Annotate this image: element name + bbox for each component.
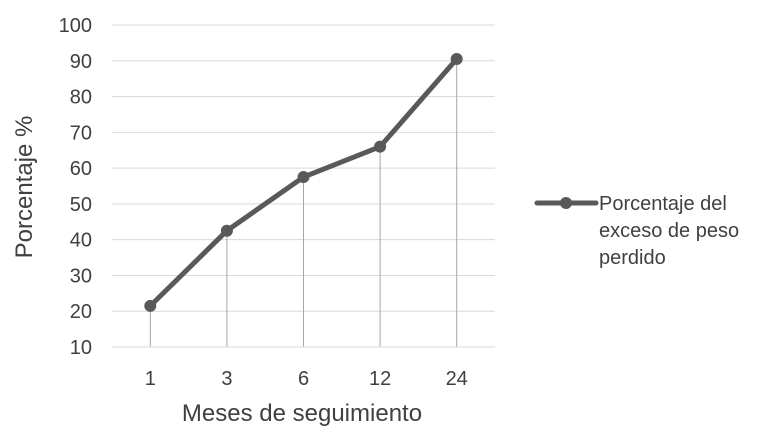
y-tick-label: 20	[70, 301, 92, 323]
data-point	[450, 52, 463, 65]
series-layer	[144, 52, 463, 312]
y-tick-label: 40	[70, 230, 92, 252]
y-tick-label: 70	[70, 122, 92, 144]
legend-label-line-2: exceso de peso	[599, 220, 739, 242]
x-tick-label: 12	[369, 368, 391, 390]
legend: Porcentaje del exceso de peso perdido	[534, 193, 745, 269]
drop-lines	[149, 58, 458, 347]
legend-label-line-1: Porcentaje del	[599, 193, 727, 215]
data-point	[374, 140, 387, 153]
gridlines	[112, 24, 495, 312]
data-point	[297, 171, 310, 184]
y-axis-tick-labels: 10 20 30 40 50 60 70 80 90 100	[59, 15, 92, 359]
data-point	[220, 224, 233, 237]
legend-label: Porcentaje del exceso de peso perdido	[599, 193, 745, 269]
y-axis-title: Porcentaje %	[11, 116, 38, 259]
y-tick-label: 50	[70, 194, 92, 216]
y-tick-label: 30	[70, 265, 92, 287]
data-point	[144, 299, 157, 312]
legend-label-line-3: perdido	[599, 247, 666, 269]
y-tick-label: 90	[70, 51, 92, 73]
x-axis-tick-labels: 1 3 6 12 24	[145, 368, 468, 390]
x-axis-title: Meses de seguimiento	[182, 400, 422, 427]
x-tick-label: 1	[145, 368, 156, 390]
y-tick-label: 60	[70, 158, 92, 180]
legend-marker	[560, 197, 572, 209]
y-tick-label: 80	[70, 87, 92, 109]
y-tick-label: 100	[59, 15, 92, 37]
x-tick-label: 24	[446, 368, 468, 390]
x-tick-label: 6	[298, 368, 309, 390]
y-tick-label: 10	[70, 337, 92, 359]
x-tick-label: 3	[221, 368, 232, 390]
